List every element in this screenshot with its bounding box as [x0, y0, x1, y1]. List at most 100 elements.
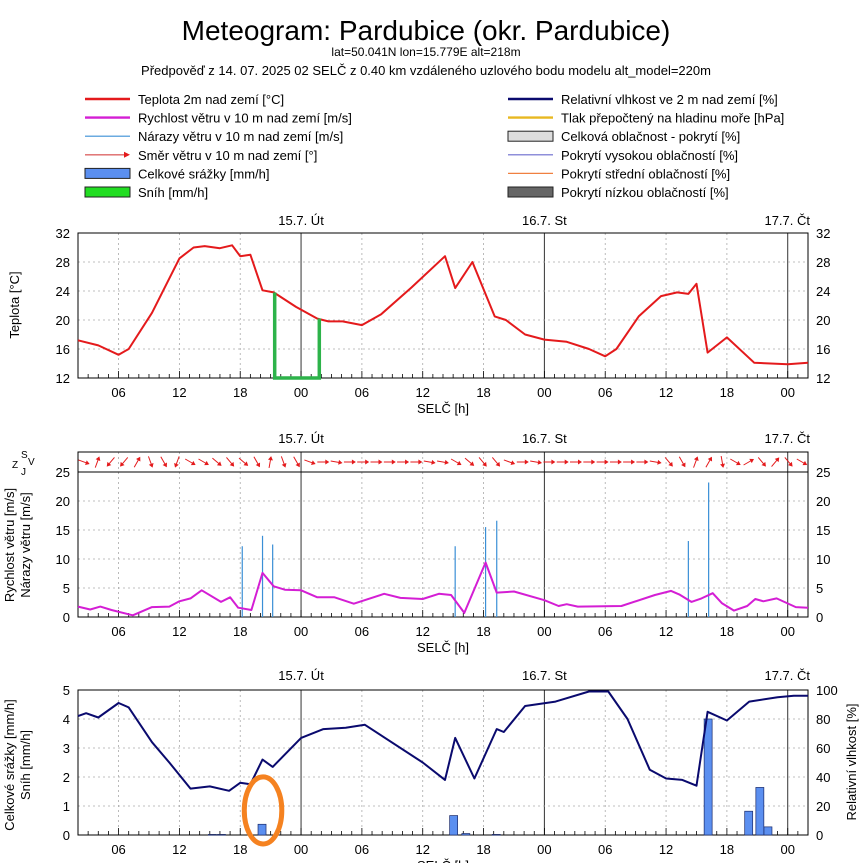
x-tick-label: 00	[537, 385, 551, 400]
wind-arrow	[253, 456, 261, 468]
wind-arrow	[636, 459, 649, 465]
arrow-icon	[681, 462, 686, 468]
y-tick-label-right: 10	[816, 552, 830, 567]
arrow-icon	[95, 456, 101, 461]
wind-arrow	[450, 458, 462, 466]
day-label: 17.7. Čt	[764, 213, 810, 228]
temperature-panel: 15.7. Út 16.7. St 17.7. Čt 06 12 18 00 06 12 18 00…	[7, 213, 830, 416]
day-label: 15.7. Út	[278, 213, 324, 228]
legend-label: Směr větru v 10 m nad zemí [°]	[138, 148, 317, 163]
wind-arrow	[556, 459, 569, 465]
x-tick-label: 00	[537, 842, 551, 857]
wind-arrow	[293, 456, 300, 468]
plot-frame	[77, 689, 809, 836]
compass-west-label: Z	[12, 460, 18, 471]
y-tick-label: 20	[56, 494, 70, 509]
y2-tick-label: 80	[816, 712, 830, 727]
arrow-icon	[418, 459, 423, 465]
forecast-info: Předpověď z 14. 07. 2025 02 SELČ z 0.40 …	[141, 63, 711, 78]
wind-arrow	[530, 459, 543, 465]
wind-arrow	[705, 456, 713, 468]
arrow-icon	[444, 459, 449, 465]
legend-label: Tlak přepočtený na hladinu moře [hPa]	[561, 111, 784, 126]
y-tick-label: 5	[63, 683, 70, 698]
x-tick-label: 00	[294, 385, 308, 400]
wind-speed-line	[77, 561, 809, 617]
arrow-icon	[564, 459, 569, 465]
legend-item: Směr větru v 10 m nad zemí [°]	[85, 148, 317, 163]
arrow-icon	[391, 459, 396, 465]
page-title: Meteogram: Pardubice (okr. Pardubice)	[182, 15, 671, 46]
arrow-icon	[537, 459, 543, 465]
wind-arrow	[397, 459, 410, 465]
wind-arrow	[771, 457, 780, 467]
arrow-icon	[720, 463, 726, 468]
arrow-icon	[657, 459, 662, 465]
arrow-icon	[693, 456, 699, 461]
arrow-icon	[668, 461, 673, 467]
arrow-icon	[148, 463, 154, 468]
precip-bar	[703, 718, 713, 836]
arrow-icon	[495, 461, 501, 467]
x-tick-label: 12	[415, 842, 429, 857]
precip-bar	[449, 815, 459, 836]
legend-label: Nárazy větru v 10 m nad zemí [m/s]	[138, 129, 343, 144]
arrow-icon	[788, 461, 793, 467]
arrow-icon	[106, 461, 112, 467]
y2-tick-label: 20	[816, 799, 830, 814]
x-tick-label: 18	[233, 842, 247, 857]
y-tick-label: 16	[56, 342, 70, 357]
arrow-icon	[578, 459, 582, 465]
x-tick-label: 18	[720, 842, 734, 857]
x-tick-label: 18	[476, 385, 490, 400]
wind-arrow	[757, 457, 766, 467]
day-label: 15.7. Út	[278, 668, 324, 683]
x-tick-label: 00	[780, 624, 794, 639]
arrow-icon	[255, 462, 261, 468]
wind-arrow	[623, 459, 636, 465]
x-tick-label: 00	[780, 385, 794, 400]
y-tick-label-right: 25	[816, 465, 830, 480]
x-tick-label: 00	[294, 842, 308, 857]
y-tick-label-right: 28	[816, 255, 830, 270]
legend-item: Relativní vlhkost ve 2 m nad zemí [%]	[508, 92, 778, 107]
arrow-icon	[267, 456, 273, 461]
y-tick-label-right: 16	[816, 342, 830, 357]
y-tick-label: 20	[56, 313, 70, 328]
arrow-icon	[604, 459, 609, 465]
legend-label: Sníh [mm/h]	[138, 185, 208, 200]
legend-item: Nárazy větru v 10 m nad zemí [m/s]	[85, 129, 343, 144]
legend-label: Rychlost větru v 10 m nad zemí [m/s]	[138, 111, 352, 126]
wind-arrow	[478, 457, 487, 467]
x-tick-label: 00	[537, 624, 551, 639]
y-axis-title: Teplota [°C]	[7, 271, 22, 338]
wind-arrow	[664, 457, 673, 467]
wind-arrow	[160, 456, 167, 468]
x-tick-label: 06	[111, 624, 125, 639]
legend-swatch	[84, 167, 131, 179]
precip-bar	[763, 826, 773, 836]
legend-item: Pokrytí nízkou oblačností [%]	[507, 185, 729, 200]
y-tick-label: 25	[56, 465, 70, 480]
arrow-icon	[120, 461, 125, 467]
x-tick-label: 06	[598, 624, 612, 639]
wind-arrow	[464, 457, 475, 466]
day-label: 16.7. St	[522, 213, 567, 228]
day-label: 16.7. St	[522, 431, 567, 446]
wind-arrow	[730, 458, 741, 466]
y-axis-title: Rychlost větru [m/s]	[2, 488, 17, 602]
y-tick-label: 1	[63, 799, 70, 814]
wind-arrow	[516, 459, 529, 465]
wind-arrow	[503, 459, 516, 466]
arrow-icon	[190, 460, 196, 466]
y-tick-label: 0	[63, 828, 70, 843]
legend-label: Pokrytí střední oblačností [%]	[561, 166, 730, 181]
arrow-icon	[295, 462, 300, 468]
precip-bar	[755, 787, 765, 836]
y-tick-label: 2	[63, 770, 70, 785]
arrow-icon	[162, 462, 167, 468]
arrow-icon	[204, 460, 209, 466]
plot-frame	[77, 232, 809, 379]
y-tick-label: 4	[63, 712, 70, 727]
